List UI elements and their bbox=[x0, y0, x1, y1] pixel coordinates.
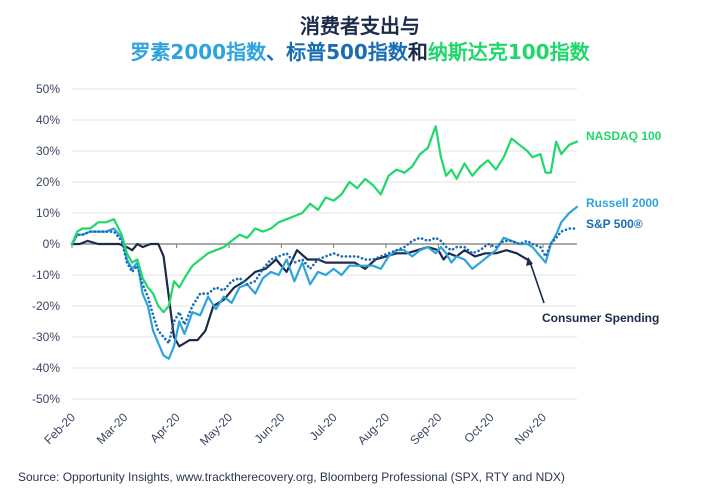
y-tick-label: 0% bbox=[43, 237, 61, 251]
y-tick-label: -20% bbox=[32, 299, 60, 313]
x-tick-label: Oct-20 bbox=[461, 410, 497, 446]
y-tick-label: -50% bbox=[32, 392, 60, 406]
y-axis-ticks: 50% 40% 30% 20% 10% 0% -10% -20% -30% -40% -50% bbox=[32, 82, 60, 406]
source-note: Source: Opportunity Insights, www.trackt… bbox=[18, 470, 565, 484]
x-tick-label: Aug-20 bbox=[355, 410, 392, 447]
label-sp500: S&P 500® bbox=[586, 217, 643, 231]
series-lines bbox=[70, 125, 579, 360]
y-tick-label: 30% bbox=[36, 144, 60, 158]
x-tick-label: May-20 bbox=[197, 410, 235, 448]
y-tick-label: -40% bbox=[32, 361, 60, 375]
title-and: 和 bbox=[407, 40, 428, 64]
annotation-arrow-line bbox=[529, 261, 545, 304]
y-tick-label: 40% bbox=[36, 113, 60, 127]
title-sp500: 标普500指数 bbox=[286, 40, 408, 64]
title-russell: 罗素2000指数 bbox=[130, 40, 267, 64]
y-tick-label: 10% bbox=[36, 206, 60, 220]
chart-title-line1: 消费者支出与 bbox=[300, 14, 420, 38]
series-line-sp500 bbox=[70, 227, 579, 345]
chart-title-line2: 罗素2000指数、标普500指数和纳斯达克100指数 bbox=[0, 36, 720, 65]
y-tick-label: 20% bbox=[36, 175, 60, 189]
label-nasdaq: NASDAQ 100 bbox=[586, 129, 662, 143]
series-line-nasdaq bbox=[70, 125, 579, 314]
series-line-consumer bbox=[70, 239, 529, 348]
x-tick-label: Apr-20 bbox=[147, 410, 183, 446]
series-labels: NASDAQ 100 Russell 2000 S&P 500® Consume… bbox=[526, 129, 662, 325]
y-tick-label: 50% bbox=[36, 82, 60, 96]
annotation-arrow-head bbox=[526, 257, 533, 266]
y-tick-label: -30% bbox=[32, 330, 60, 344]
label-russell: Russell 2000 bbox=[586, 196, 659, 210]
title-nasdaq: 纳斯达克100指数 bbox=[427, 40, 590, 64]
x-tick-label: Jul-20 bbox=[307, 410, 340, 443]
gridlines bbox=[72, 88, 577, 400]
series-line-russell bbox=[70, 205, 579, 360]
x-tick-label: Feb-20 bbox=[41, 410, 78, 447]
x-tick-label: Mar-20 bbox=[94, 410, 131, 447]
x-tick-label: Nov-20 bbox=[512, 410, 549, 447]
title-separator: 、 bbox=[266, 40, 287, 64]
label-consumer-spending: Consumer Spending bbox=[542, 311, 659, 325]
x-tick-label: Jun-20 bbox=[252, 410, 288, 446]
y-tick-label: -10% bbox=[32, 268, 60, 282]
x-tick-label: Sep-20 bbox=[407, 410, 444, 447]
